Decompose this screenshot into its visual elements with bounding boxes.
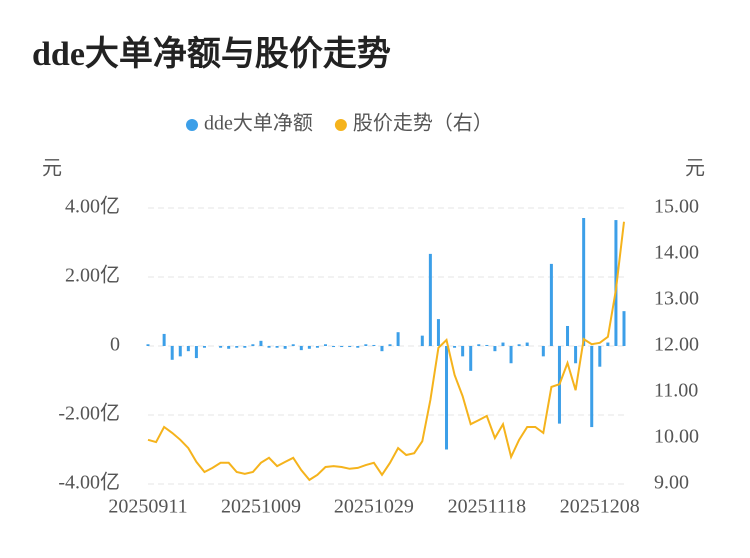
y2-tick-label: 11.00 (654, 380, 698, 402)
bar (477, 344, 481, 346)
y-tick-label: -4.00亿 (58, 471, 120, 494)
y2-tick-label: 12.00 (654, 334, 699, 356)
bar (323, 344, 327, 346)
bar (202, 346, 206, 348)
bar (428, 253, 432, 346)
legend-label: 股价走势（右） (353, 112, 493, 135)
x-tick-label: 20250911 (108, 496, 187, 518)
x-tick-label: 20251208 (560, 496, 640, 518)
bar (388, 344, 392, 346)
bar (348, 346, 352, 348)
bar (299, 346, 303, 351)
bar (566, 325, 570, 346)
bar (582, 218, 586, 346)
bar (469, 346, 473, 371)
y2-tick-label: 15.00 (654, 196, 699, 218)
legend-marker (334, 119, 347, 131)
bar (332, 346, 336, 348)
bar (606, 342, 610, 346)
y2-tick-label: 13.00 (654, 288, 699, 310)
x-tick-label: 20251118 (448, 496, 527, 518)
bar (340, 346, 344, 348)
bar (356, 346, 360, 348)
bar (364, 344, 368, 346)
bar (146, 344, 150, 346)
bar (501, 342, 505, 346)
y-tick-label: 0 (110, 334, 120, 356)
bar (453, 346, 457, 348)
y-tick-label: 2.00亿 (65, 264, 120, 287)
bar (436, 319, 440, 346)
bar (541, 346, 545, 357)
price-line (147, 221, 625, 482)
x-tick-label: 20251029 (334, 496, 414, 518)
bar (194, 346, 198, 359)
bar (549, 263, 553, 346)
y2-tick-label: 9.00 (654, 472, 689, 494)
bar (493, 346, 497, 352)
bar (622, 311, 626, 346)
bar (219, 346, 223, 348)
bar (509, 346, 513, 364)
y-tick-label: -2.00亿 (58, 402, 120, 425)
bar (162, 333, 166, 346)
bar (178, 346, 182, 357)
bar (259, 340, 263, 346)
bar (267, 346, 271, 348)
bar (598, 346, 602, 367)
bar (275, 346, 279, 348)
bar (461, 346, 465, 357)
bar (283, 346, 287, 349)
bar (307, 346, 311, 349)
legend-label: dde大单净额 (204, 112, 313, 135)
y2-tick-label: 14.00 (654, 242, 699, 264)
bar (251, 344, 255, 346)
y-tick-label: 4.00亿 (65, 195, 120, 218)
legend-marker (186, 119, 198, 131)
bar (227, 346, 231, 349)
y2-tick-label: 10.00 (654, 426, 699, 448)
bar (243, 346, 247, 348)
chart-title: dde大单净额与股价走势 (32, 35, 391, 73)
bar (525, 342, 529, 346)
bar (574, 346, 578, 364)
bar (170, 346, 174, 360)
bar (186, 346, 190, 352)
bar (485, 344, 489, 346)
bar (372, 344, 376, 346)
bar (420, 335, 424, 346)
bar (315, 346, 319, 348)
bar (590, 346, 594, 428)
y2-axis-label: 元 (685, 158, 705, 180)
bar (291, 344, 295, 346)
y-axis-label: 元 (42, 158, 62, 180)
bar (396, 332, 400, 346)
bar (517, 344, 521, 346)
bar (235, 346, 239, 348)
x-tick-label: 20251009 (221, 496, 301, 518)
bar (380, 346, 384, 352)
bar (445, 346, 449, 450)
